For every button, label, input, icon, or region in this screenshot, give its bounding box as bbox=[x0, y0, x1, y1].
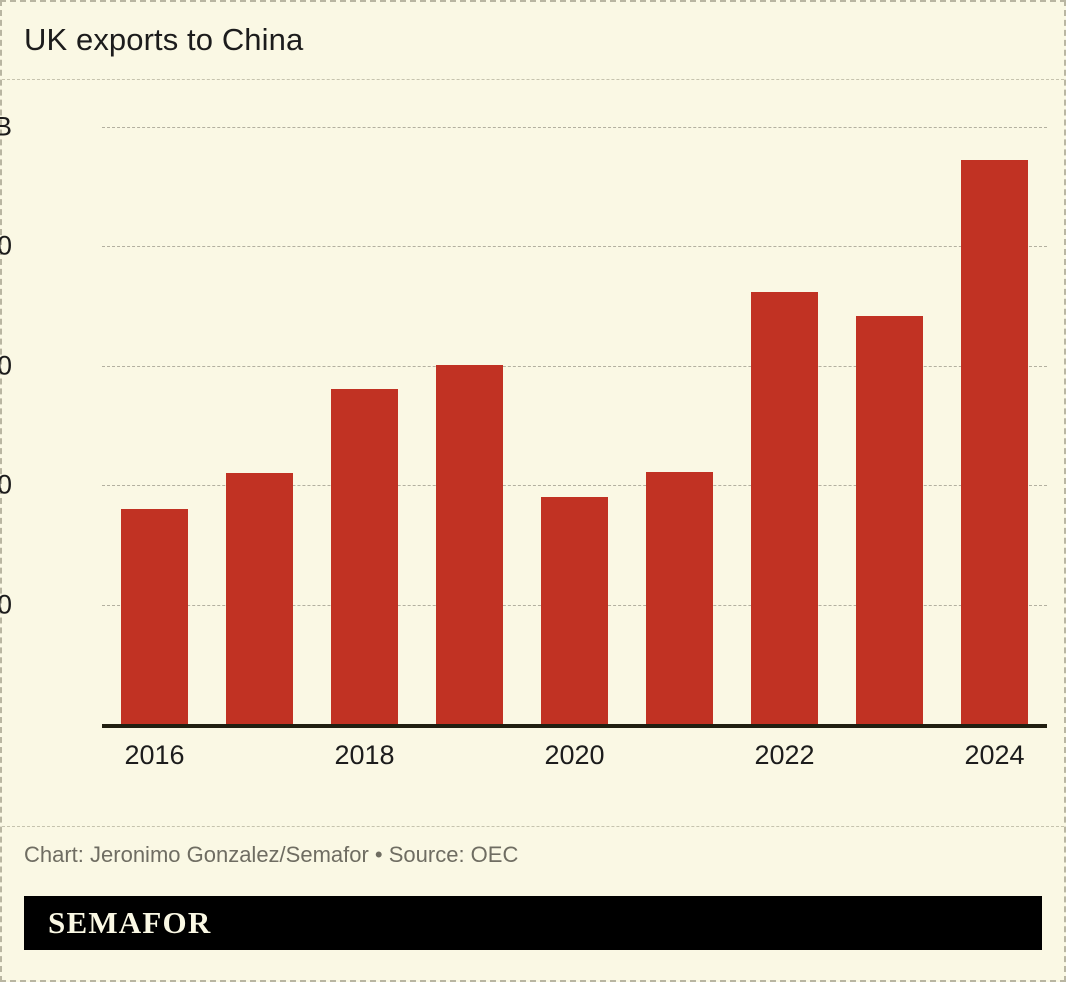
x-axis-line bbox=[102, 724, 1047, 728]
bar-2023[interactable] bbox=[856, 315, 923, 724]
bar-2021[interactable] bbox=[646, 472, 713, 724]
y-axis-tick-label: 30 bbox=[0, 350, 12, 381]
bar-2019[interactable] bbox=[436, 364, 503, 724]
bar-2024[interactable] bbox=[961, 160, 1028, 724]
brand-bar: SEMAFOR bbox=[24, 896, 1042, 950]
bar-2018[interactable] bbox=[331, 388, 398, 724]
chart-header: UK exports to China bbox=[2, 2, 1064, 80]
x-axis-tick-label: 2024 bbox=[964, 740, 1025, 770]
gridline bbox=[102, 485, 1047, 487]
x-axis-tick-label: 2022 bbox=[754, 740, 815, 770]
bar-series bbox=[102, 80, 1047, 724]
bar-2020[interactable] bbox=[541, 497, 608, 724]
y-axis-tick-label: $50B bbox=[0, 111, 12, 142]
gridline bbox=[102, 365, 1047, 367]
page-title: UK exports to China bbox=[24, 22, 304, 57]
footer-divider bbox=[2, 826, 1064, 827]
gridline bbox=[102, 127, 1047, 128]
x-axis-tick-label: 2018 bbox=[334, 740, 395, 770]
chart-credit: Chart: Jeronimo Gonzalez/Semafor • Sourc… bbox=[24, 842, 519, 867]
y-axis-tick-label: 20 bbox=[0, 469, 12, 500]
y-axis-tick-label: 40 bbox=[0, 230, 12, 261]
gridline bbox=[102, 246, 1047, 248]
bar-2022[interactable] bbox=[751, 291, 818, 724]
bar-2016[interactable] bbox=[121, 509, 188, 724]
y-axis-tick-label: 10 bbox=[0, 589, 12, 620]
x-axis-tick-label: 2016 bbox=[124, 740, 185, 770]
x-axis-tick-label: 2020 bbox=[544, 740, 605, 770]
semafor-logo: SEMAFOR bbox=[48, 905, 212, 940]
bar-2017[interactable] bbox=[226, 473, 293, 724]
plot-container: 10 20 30 40 $50B 2016 2018 2020 2022 2024 bbox=[0, 80, 1064, 820]
